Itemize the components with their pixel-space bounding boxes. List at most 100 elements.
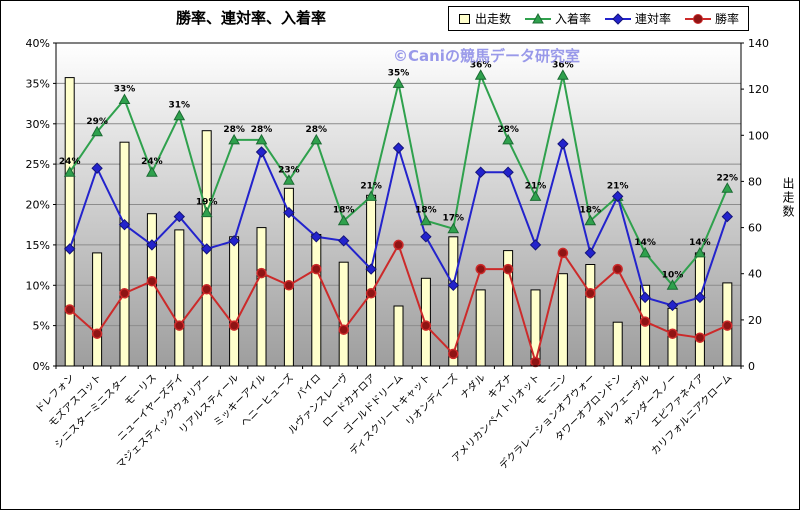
watermark: ©Caniの競馬データ研究室 bbox=[393, 47, 580, 65]
right-axis-tick-label: 100 bbox=[748, 129, 769, 142]
circle-marker bbox=[283, 280, 295, 291]
diamond-marker bbox=[337, 235, 350, 247]
data-label: 29% bbox=[86, 117, 108, 127]
bar bbox=[694, 252, 705, 367]
diamond-marker bbox=[63, 243, 76, 255]
right-axis-tick-label: 80 bbox=[748, 175, 762, 188]
data-label: 21% bbox=[525, 181, 547, 191]
legend-item-starts: 出走数 bbox=[458, 10, 511, 27]
diamond-marker-icon bbox=[604, 12, 631, 25]
bar bbox=[557, 273, 568, 367]
triangle-marker bbox=[694, 246, 706, 258]
data-label: 10% bbox=[662, 270, 684, 280]
diamond-marker bbox=[611, 190, 624, 203]
diamond-marker bbox=[173, 210, 186, 223]
triangle-marker bbox=[228, 133, 240, 145]
data-label: 28% bbox=[251, 125, 273, 135]
data-labels: 24% 29% 33% 24% 31% 19% 28% 28% 23% 28% 18% 21% 35% 1… bbox=[59, 60, 738, 280]
data-label: 28% bbox=[306, 125, 328, 135]
triangle-marker bbox=[118, 93, 131, 104]
bar bbox=[92, 252, 103, 367]
diamond-marker bbox=[666, 299, 679, 312]
circle-marker bbox=[174, 320, 185, 331]
triangle-marker bbox=[146, 166, 158, 177]
circle-marker bbox=[612, 263, 623, 275]
circle-marker bbox=[557, 247, 569, 259]
left-axis-tick-label: 20% bbox=[26, 199, 50, 212]
legend-item-win-rate: 勝率 bbox=[684, 10, 739, 27]
circle-marker bbox=[639, 316, 651, 327]
diamond-marker bbox=[529, 239, 542, 251]
left-axis-tick-label: 0% bbox=[33, 360, 50, 373]
bar bbox=[146, 213, 157, 367]
triangle-marker bbox=[91, 125, 103, 137]
diamond-marker bbox=[310, 231, 323, 243]
circle-marker bbox=[530, 356, 541, 368]
circle-marker bbox=[667, 328, 678, 339]
triangle-marker bbox=[529, 190, 542, 201]
diamond-marker bbox=[255, 146, 268, 158]
circle-marker bbox=[475, 263, 486, 275]
data-label: 28% bbox=[223, 125, 245, 135]
data-label: 18% bbox=[415, 206, 437, 216]
data-label: 21% bbox=[607, 181, 629, 191]
left-axis: 0% 5% 10% 15% 20% 25% 30% 35% 40% bbox=[26, 37, 56, 373]
triangle-marker-icon bbox=[524, 12, 551, 23]
data-label: 14% bbox=[634, 238, 656, 248]
circle-marker bbox=[119, 288, 130, 299]
data-label: 31% bbox=[169, 101, 191, 111]
triangle-marker bbox=[447, 222, 460, 234]
data-label: 19% bbox=[196, 198, 218, 208]
diamond-marker bbox=[420, 231, 432, 243]
diamond-marker bbox=[474, 166, 487, 178]
diamond-marker bbox=[146, 239, 158, 251]
data-label: 33% bbox=[114, 85, 136, 95]
bar bbox=[338, 261, 349, 367]
legend-label-quinella-rate: 連対率 bbox=[634, 12, 671, 26]
triangle-marker bbox=[721, 182, 734, 193]
triangle-marker bbox=[200, 206, 213, 218]
triangle-marker bbox=[502, 133, 514, 145]
left-axis-tick-label: 35% bbox=[26, 77, 50, 90]
bar bbox=[366, 194, 377, 367]
data-label: 14% bbox=[689, 238, 711, 248]
bar bbox=[612, 321, 623, 367]
data-label: 17% bbox=[443, 214, 465, 224]
diamond-marker bbox=[392, 142, 405, 154]
circle-marker bbox=[256, 267, 267, 279]
x-axis: ドレフォンモズアスコットシニスターミニスターモーリスニューイヤーズデイマジェステ… bbox=[34, 366, 742, 472]
bar bbox=[393, 305, 404, 367]
diamond-marker bbox=[365, 263, 377, 275]
circle-marker bbox=[585, 288, 596, 299]
right-axis-tick-label: 0 bbox=[748, 360, 755, 373]
right-axis-title: 出走数 bbox=[781, 177, 795, 219]
bar-swatch-icon bbox=[458, 13, 470, 24]
bar bbox=[311, 234, 322, 367]
right-axis: 0 20 40 60 80 100 120 140 bbox=[741, 37, 769, 373]
bar bbox=[585, 264, 596, 367]
diamond-marker bbox=[584, 247, 597, 259]
circle-marker bbox=[91, 328, 103, 339]
triangle-marker bbox=[420, 214, 432, 226]
bar bbox=[229, 236, 240, 367]
data-label: 18% bbox=[333, 206, 355, 216]
left-axis-tick-label: 10% bbox=[26, 279, 50, 292]
triangle-marker bbox=[557, 69, 569, 80]
circle-marker bbox=[502, 263, 514, 275]
circle-marker bbox=[311, 263, 322, 275]
circle-marker bbox=[722, 320, 733, 331]
triangle-marker bbox=[474, 69, 487, 80]
circle-marker bbox=[420, 320, 432, 331]
bar bbox=[119, 141, 130, 367]
diamond-marker bbox=[91, 162, 103, 174]
circle-marker bbox=[146, 275, 158, 287]
diamond-marker bbox=[694, 291, 706, 304]
triangle-marker bbox=[392, 77, 405, 88]
right-axis-tick-label: 140 bbox=[748, 37, 769, 50]
data-label: 24% bbox=[141, 157, 163, 167]
left-axis-tick-label: 25% bbox=[26, 158, 50, 171]
diamond-marker bbox=[639, 291, 651, 304]
triangle-marker bbox=[365, 190, 377, 201]
